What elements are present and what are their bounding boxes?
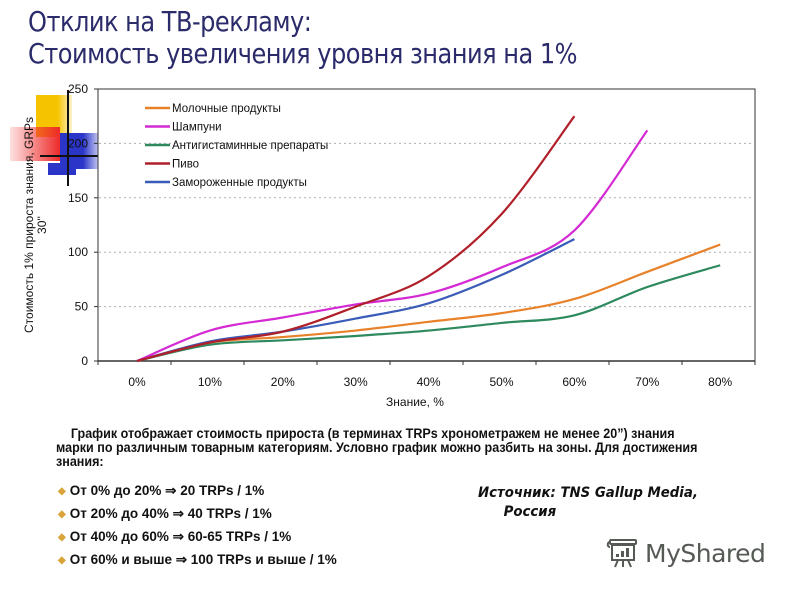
legend-label: Шампуни xyxy=(172,122,222,134)
zone-list: ◆ От 0% до 20% ⇒ 20 TRPs / 1% ◆ От 20% до … xyxy=(58,483,337,575)
diamond-bullet-icon: ◆ xyxy=(58,509,66,520)
line-chart: 0 50 100 150 200 250 0% 10% 20% 30% 40% 50% 60% 70% 80… xyxy=(68,82,756,409)
legend-label: Антигистаминные препараты xyxy=(172,140,328,152)
decor-blue-bar xyxy=(48,163,76,175)
x-axis-title: Знание, % xyxy=(386,395,444,409)
x-tick-label: 50% xyxy=(489,375,513,389)
x-tick-label: 70% xyxy=(635,375,659,389)
x-tick-label: 0% xyxy=(128,375,146,389)
watermark-text: MyShared xyxy=(645,538,766,568)
x-tick-label: 80% xyxy=(708,375,732,389)
x-tick-label: 60% xyxy=(562,375,586,389)
x-tick-label: 20% xyxy=(271,375,295,389)
title-line-1: Отклик на ТВ-рекламу: xyxy=(28,5,312,38)
y-tick-label: 50 xyxy=(75,300,89,314)
diamond-bullet-icon: ◆ xyxy=(58,486,66,497)
series-line xyxy=(136,129,649,363)
x-tick-label: 10% xyxy=(198,375,222,389)
y-tick-label: 0 xyxy=(81,354,88,368)
y-tick-label: 150 xyxy=(68,191,88,205)
zone-item: ◆ От 0% до 20% ⇒ 20 TRPs / 1% xyxy=(58,483,265,498)
description-text: График отображает стоимость прироста (в … xyxy=(56,426,698,469)
legend-label: Замороженные продукты xyxy=(172,177,307,189)
source-line-1: Источник: TNS Gallup Media, xyxy=(478,485,698,501)
y-tick-label: 250 xyxy=(68,82,88,96)
legend-label: Молочные продукты xyxy=(172,103,281,115)
presentation-board-icon xyxy=(606,539,637,568)
series-line xyxy=(136,115,576,363)
diamond-bullet-icon: ◆ xyxy=(58,532,66,543)
slide-title: Отклик на ТВ-рекламу: Стоимость увеличен… xyxy=(28,5,578,70)
x-tick-label: 30% xyxy=(344,375,368,389)
chart-description: График отображает стоимость прироста (в … xyxy=(56,427,707,469)
y-tick-label: 100 xyxy=(68,245,88,259)
watermark: MyShared xyxy=(606,536,766,570)
diamond-bullet-icon: ◆ xyxy=(58,555,66,566)
decor-vertical-line xyxy=(67,90,69,186)
source-note: Источник: TNS Gallup Media, Россия xyxy=(478,484,698,522)
zone-item: ◆ От 20% до 40% ⇒ 40 TRPs / 1% xyxy=(58,506,272,521)
title-line-2: Стоимость увеличения уровня знания на 1% xyxy=(28,37,578,70)
legend-label: Пиво xyxy=(172,159,199,171)
source-line-2: Россия xyxy=(503,504,557,520)
series-line xyxy=(136,264,721,363)
y-tick-label: 200 xyxy=(68,136,88,150)
zone-item: ◆ От 40% до 60% ⇒ 60-65 TRPs / 1% xyxy=(58,529,292,544)
x-tick-label: 40% xyxy=(417,375,441,389)
zone-item: ◆ От 60% и выше ⇒ 100 TRPs и выше / 1% xyxy=(58,552,337,567)
